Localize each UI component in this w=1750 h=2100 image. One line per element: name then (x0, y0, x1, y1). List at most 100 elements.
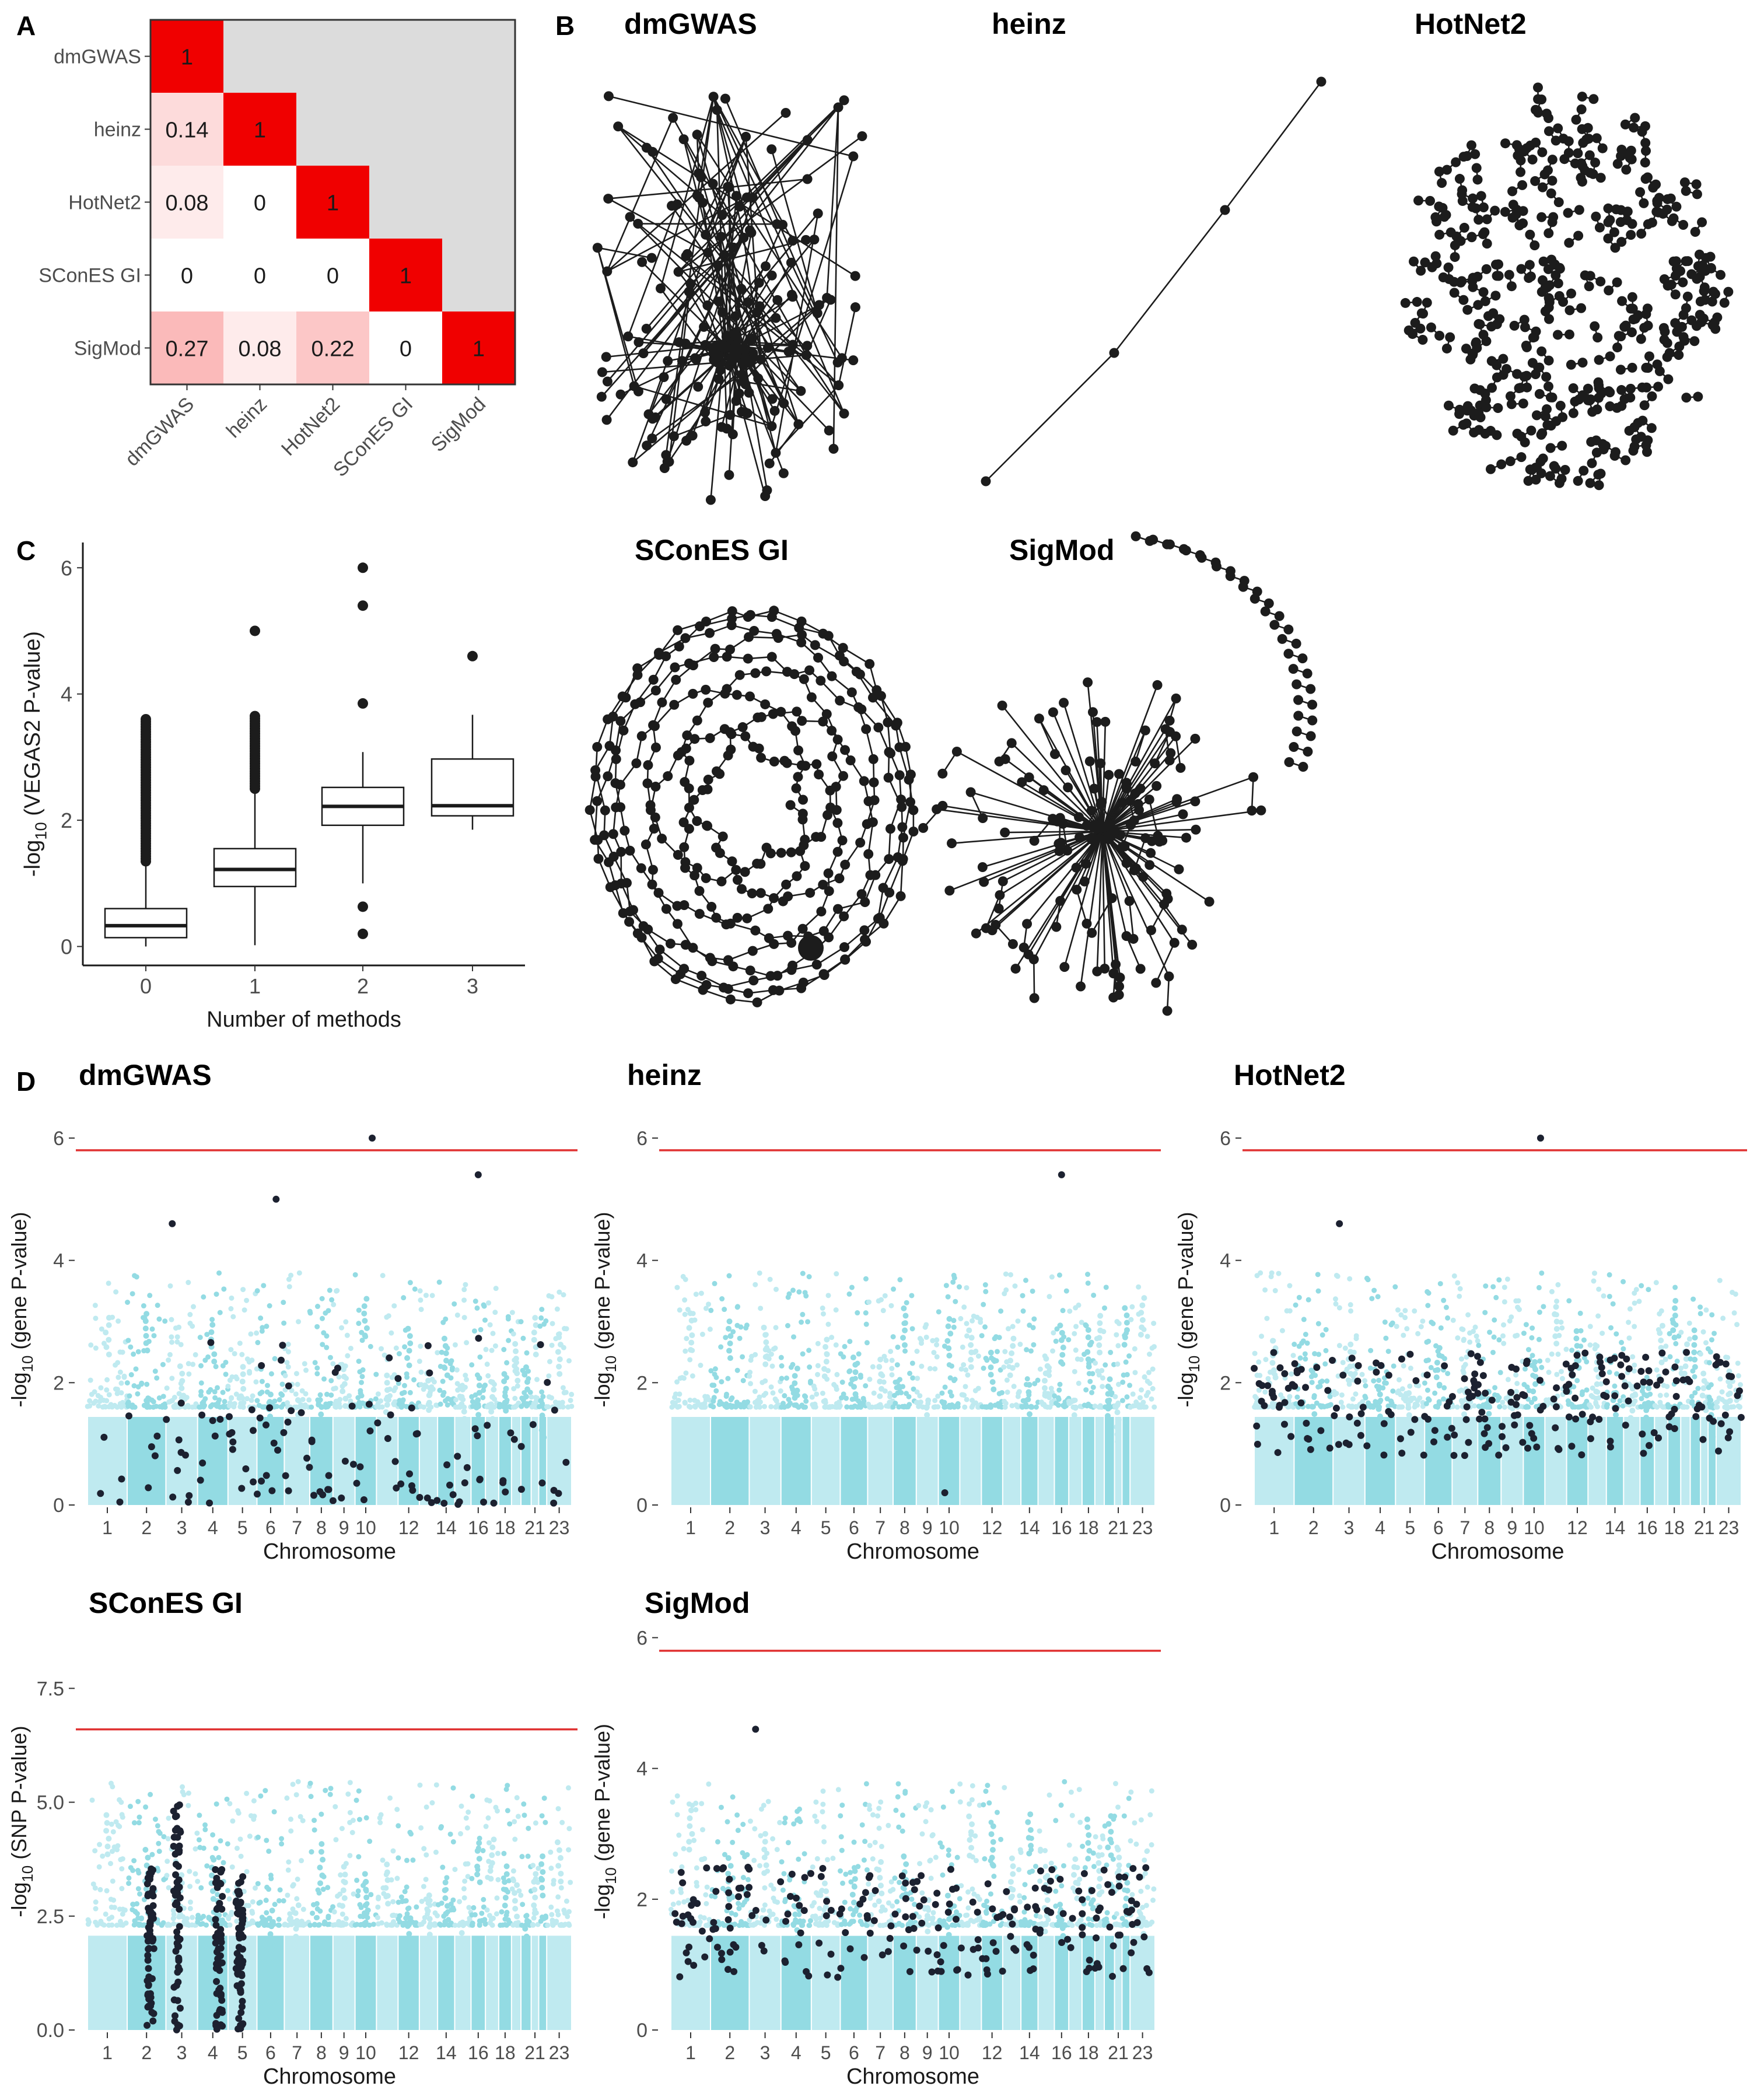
manhattan-point (1309, 1380, 1315, 1385)
network-node (1544, 381, 1554, 391)
y-axis-label-prefix: -log (590, 1372, 614, 1407)
manhattan-point (358, 1390, 363, 1396)
manhattan-peak-point (1085, 1326, 1091, 1333)
manhattan-point (1493, 1294, 1499, 1300)
network-node (1274, 611, 1284, 621)
manhattan-peak-point (143, 1332, 149, 1339)
network-node (1640, 158, 1650, 168)
manhattan-point (418, 1307, 424, 1312)
manhattan-point (1395, 1307, 1401, 1313)
network-node (850, 302, 860, 313)
network-node (650, 782, 661, 792)
manhattan-highlight-point (229, 1446, 236, 1453)
heatmap-cell-label: 0 (400, 337, 412, 362)
manhattan-point (964, 1321, 970, 1326)
network-node (1190, 796, 1200, 807)
network-node (813, 208, 823, 219)
network-node (1537, 147, 1548, 158)
y-axis-label-subscript: 10 (20, 1356, 36, 1373)
manhattan-point (1037, 1366, 1043, 1372)
network-node (741, 131, 751, 142)
manhattan-point (889, 1357, 895, 1363)
manhattan-point (1124, 1371, 1130, 1377)
manhattan-point (1123, 1359, 1129, 1365)
manhattan-point (455, 1387, 461, 1393)
heatmap-cell-label: 0 (254, 264, 266, 289)
manhattan-point (740, 1378, 746, 1384)
network-node (761, 842, 772, 853)
manhattan-peak-point (968, 1356, 974, 1363)
manhattan-peak-point (318, 1433, 325, 1440)
manhattan-point (239, 1352, 245, 1357)
network-node (601, 415, 612, 425)
manhattan-point (1076, 1380, 1082, 1386)
manhattan-peak-point (1028, 1418, 1034, 1424)
manhattan-peak-point (1434, 1359, 1440, 1366)
network-node (1640, 174, 1651, 184)
manhattan-highlight-point (480, 1499, 488, 1506)
manhattan-point (932, 1398, 938, 1404)
network-node (797, 814, 808, 825)
network-node (734, 388, 744, 399)
network-node (918, 822, 929, 833)
manhattan-point (1292, 1342, 1297, 1348)
network-node (1106, 828, 1118, 840)
network-node (752, 859, 762, 869)
network-node (628, 905, 638, 915)
manhattan-point (888, 1349, 894, 1354)
x-tick-label: 2 (724, 1517, 735, 1538)
manhattan-point (386, 1313, 391, 1319)
manhattan-point (757, 1399, 763, 1405)
manhattan-point (752, 1282, 758, 1287)
network-hub: dmGWAS (592, 8, 867, 505)
manhattan-point (87, 1398, 93, 1404)
network-node (1659, 334, 1670, 345)
network-edge (589, 810, 599, 841)
manhattan-point (244, 1297, 250, 1303)
manhattan-peak-point (240, 1371, 246, 1377)
network-node (633, 219, 643, 229)
x-tick-label: 7 (292, 1517, 302, 1538)
manhattan-point (747, 1370, 753, 1376)
manhattan-peak-point (1085, 1356, 1091, 1363)
network-node (748, 192, 758, 203)
network-node (1642, 447, 1652, 457)
manhattan-point (1303, 1332, 1308, 1338)
manhattan-point (1415, 1331, 1421, 1336)
manhattan-peak-point (1436, 1345, 1443, 1351)
network-node (1307, 699, 1318, 710)
manhattan-point (407, 1280, 413, 1286)
network-node (718, 341, 730, 353)
manhattan-peak-point (1097, 1312, 1104, 1319)
manhattan-point (1130, 1391, 1136, 1397)
manhattan-point (321, 1376, 327, 1382)
manhattan-point (1102, 1305, 1108, 1311)
manhattan-point (186, 1361, 191, 1367)
manhattan-point (1142, 1374, 1147, 1380)
manhattan-point (190, 1362, 196, 1367)
manhattan-point (803, 1293, 809, 1299)
manhattan-point (713, 1388, 719, 1394)
manhattan-peak-point (209, 1322, 216, 1328)
network-node (752, 997, 762, 1007)
network-node (835, 695, 845, 706)
manhattan-peak-point (460, 1387, 466, 1393)
manhattan-point (1369, 1296, 1375, 1301)
network-node (1679, 177, 1690, 188)
network-edge (743, 380, 802, 392)
manhattan-peak-point (1085, 1334, 1091, 1340)
manhattan-peak-point (318, 1440, 325, 1447)
network-node (997, 700, 1007, 710)
network-node (625, 212, 635, 222)
network-node (1448, 425, 1458, 436)
manhattan-point (544, 1404, 550, 1410)
manhattan-peak-point (211, 1359, 218, 1365)
manhattan-point (162, 1404, 168, 1410)
manhattan-highlight-point (272, 1195, 280, 1203)
manhattan-point (825, 1293, 831, 1298)
manhattan-peak-point (426, 1407, 432, 1413)
manhattan-peak-point (426, 1399, 432, 1406)
heatmap-cell (150, 166, 223, 239)
